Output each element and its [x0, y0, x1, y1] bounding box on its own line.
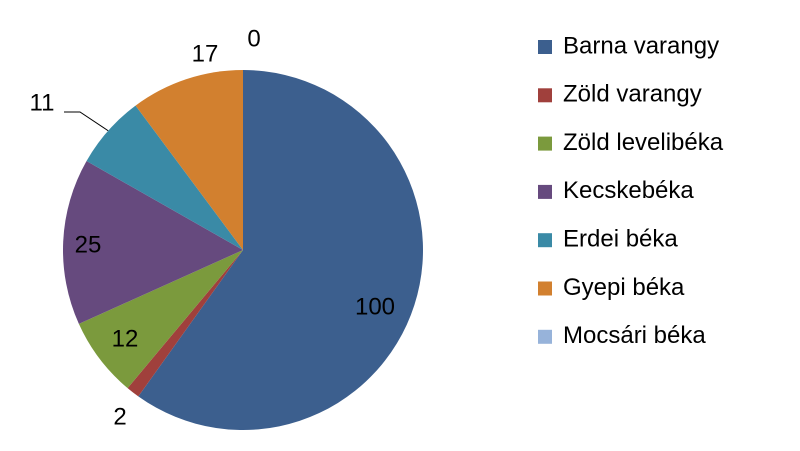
legend-label: Zöld varangy	[563, 81, 702, 108]
data-label: 11	[30, 89, 55, 116]
legend-swatch	[538, 88, 552, 103]
data-label: 25	[75, 231, 102, 258]
pie-slice	[62, 160, 243, 324]
pie-slice	[86, 105, 243, 251]
legend-swatch	[538, 329, 552, 344]
legend-label: Mocsári béka	[563, 322, 706, 349]
leader-line	[64, 111, 109, 132]
pie-slice	[138, 70, 423, 430]
data-label: 100	[355, 293, 395, 320]
legend-label: Erdei béka	[563, 226, 678, 253]
data-label: 2	[113, 403, 126, 430]
data-label: 17	[192, 40, 219, 67]
pie-slice	[127, 250, 243, 397]
legend-label: Zöld levelibéka	[563, 129, 724, 156]
legend-label: Kecskebéka	[563, 177, 694, 204]
legend-swatch	[538, 281, 552, 296]
data-label: 0	[247, 25, 260, 52]
legend-label: Barna varangy	[563, 32, 719, 59]
legend-label: Gyepi béka	[563, 274, 685, 301]
legend-swatch	[538, 40, 552, 54]
pie-slice	[135, 70, 243, 250]
legend-swatch	[538, 233, 552, 248]
legend-swatch	[538, 136, 552, 151]
data-label: 12	[112, 325, 139, 352]
legend-swatch	[538, 184, 552, 199]
pie-slice	[78, 250, 243, 389]
